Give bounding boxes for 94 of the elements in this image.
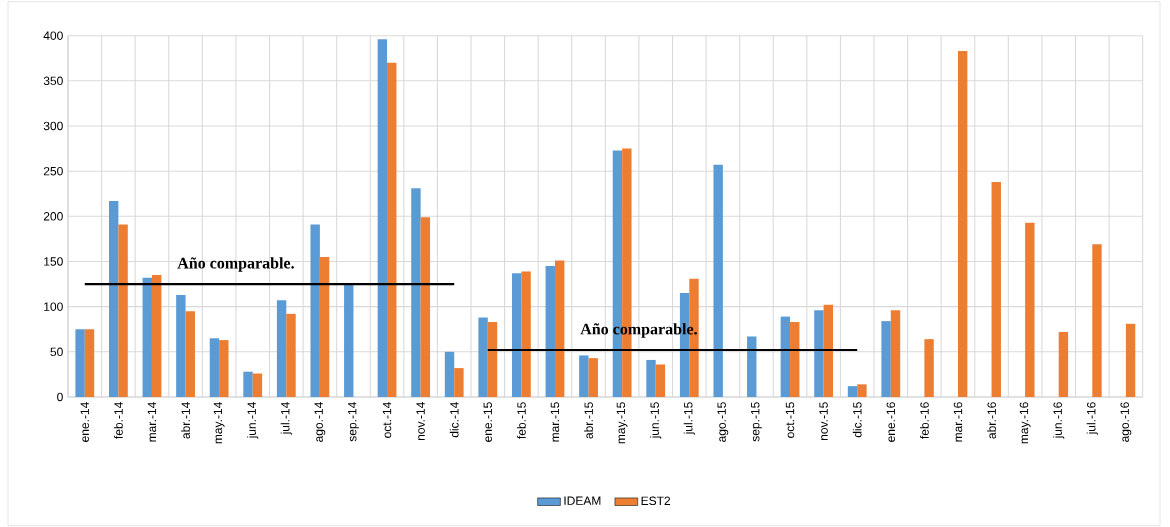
bar: [344, 284, 354, 397]
x-tick-label: mar.-14: [147, 402, 157, 442]
bar: [243, 371, 253, 397]
bar: [420, 217, 431, 397]
bar: [747, 336, 757, 397]
x-tick-label: oct.-15: [785, 402, 795, 438]
x-tick-label: jun.-16: [1053, 402, 1065, 439]
x-tick-label: may.-16: [1019, 402, 1031, 444]
x-tick-label: feb.-16: [919, 402, 929, 439]
bar: [276, 300, 287, 397]
bar: [209, 338, 220, 397]
y-tick-label: 250: [43, 166, 63, 176]
x-tick-label: ene.-15: [483, 402, 492, 442]
bar: [814, 310, 824, 397]
x-tick-label: ene.-14: [80, 402, 89, 442]
y-tick-label: 100: [44, 302, 63, 311]
x-tick-label: sep.-15: [751, 402, 762, 442]
x-tick-label: may.-15: [616, 402, 628, 444]
x-tick-label: jul.-14: [280, 402, 292, 435]
x-tick-label: mar.-16: [953, 402, 963, 442]
x-tick-label: abr.-14: [181, 402, 190, 439]
bar: [579, 355, 589, 397]
bar: [957, 51, 968, 397]
bar: [521, 271, 531, 397]
bar: [1058, 331, 1069, 397]
x-tick-label: may.-14: [213, 402, 225, 444]
x-tick-label: mar.-15: [550, 402, 560, 442]
bar: [478, 317, 488, 397]
bar: [1125, 323, 1136, 397]
bar: [108, 200, 119, 397]
x-tick-label: ene.-16: [886, 402, 896, 442]
x-tick-label: ago.-14: [314, 402, 326, 442]
bar: [151, 275, 162, 397]
x-tick-label: jun.-15: [650, 402, 662, 439]
bar: [252, 373, 263, 397]
x-tick-label: jul.-16: [1086, 402, 1098, 435]
bar: [847, 386, 858, 397]
bar: [411, 188, 421, 397]
annotation: Año comparable.: [177, 257, 294, 272]
y-tick-label: 200: [43, 212, 63, 221]
bar: [857, 384, 867, 397]
x-tick-label: feb.-14: [113, 402, 123, 439]
y-tick-label: 150: [44, 257, 63, 266]
bar: [1025, 222, 1035, 397]
x-tick-label: abr.-16: [987, 402, 996, 439]
bar: [790, 322, 800, 397]
bar: [713, 164, 723, 397]
bar: [511, 273, 522, 397]
bar: [487, 322, 498, 397]
x-tick-label: sep.-14: [348, 402, 359, 442]
y-tick-label: 300: [43, 121, 63, 131]
bar: [84, 329, 95, 397]
bar: [319, 256, 330, 397]
bar: [185, 311, 195, 397]
bar: [823, 304, 834, 397]
bar: [655, 364, 666, 397]
y-tick-label: 50: [50, 347, 63, 357]
y-tick-label: 0: [57, 392, 63, 402]
bar: [881, 321, 891, 397]
bar: [310, 224, 320, 397]
bar: [75, 329, 85, 397]
bar: [646, 359, 656, 397]
bar: [454, 368, 464, 397]
bar: [387, 62, 397, 397]
x-tick-label: dic.-15: [852, 402, 862, 438]
bar: [890, 310, 901, 397]
x-tick-label: nov.-15: [819, 402, 828, 441]
bar: [142, 277, 152, 397]
bar: [545, 266, 555, 397]
bar: [444, 351, 455, 397]
bar: [1092, 244, 1102, 397]
x-tick-label: jun.-14: [247, 402, 259, 439]
x-tick-label: oct.-14: [382, 402, 392, 438]
bar: [588, 358, 598, 397]
y-tick-label: 400: [43, 31, 63, 40]
y-tick-label: 350: [43, 76, 63, 86]
bar: [924, 339, 934, 397]
x-tick-label: dic.-14: [449, 402, 459, 438]
x-tick-label: ago.-15: [717, 402, 729, 442]
x-tick-label: nov.-14: [416, 402, 425, 441]
bar: [554, 260, 565, 397]
bar: [377, 39, 388, 397]
bar: [991, 182, 1001, 397]
bar: [219, 340, 229, 397]
x-tick-label: feb.-15: [516, 402, 526, 439]
bar: [176, 294, 186, 397]
x-tick-label: ago.-16: [1120, 402, 1132, 442]
bar: [118, 224, 128, 397]
x-tick-label: jul.-15: [683, 402, 695, 435]
bar: [780, 316, 791, 397]
legend-label: EST2: [641, 496, 671, 506]
bar: [286, 313, 296, 397]
legend-label: IDEAM: [564, 496, 601, 505]
x-tick-label: abr.-15: [584, 402, 593, 439]
